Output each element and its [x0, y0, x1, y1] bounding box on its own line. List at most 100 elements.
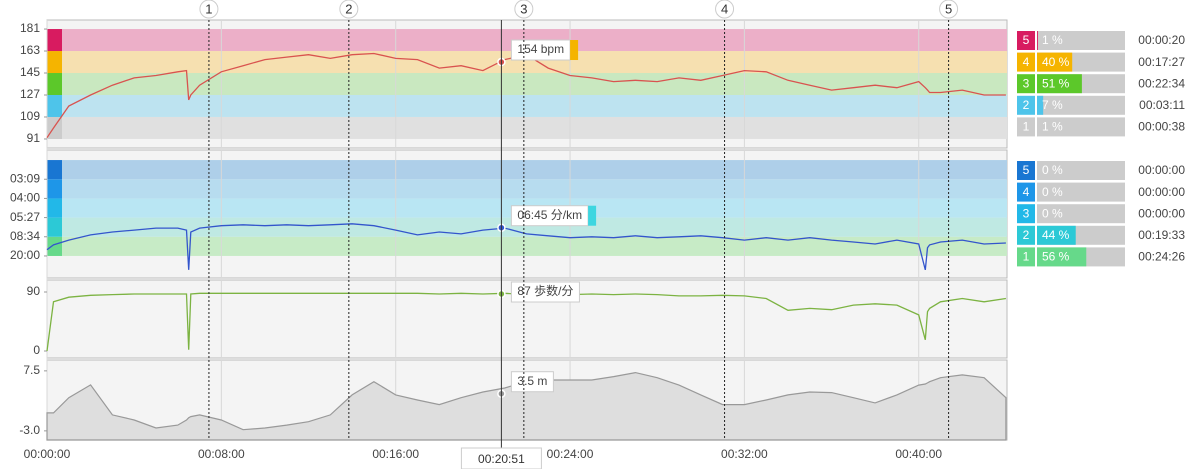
- zone-band: [47, 236, 1007, 256]
- y-tick-label: 08:34: [10, 229, 40, 243]
- x-tick-label: 00:32:00: [721, 447, 768, 461]
- zone-number: 3: [1023, 206, 1030, 220]
- zone-number: 2: [1023, 98, 1030, 112]
- zone-marker: [47, 236, 62, 256]
- zone-percent: 1 %: [1042, 33, 1063, 47]
- zone-percent-box: [1037, 204, 1125, 224]
- zone-number: 3: [1023, 76, 1030, 90]
- zone-percent: 0 %: [1042, 206, 1063, 220]
- cursor-value-label: 154 bpm: [517, 42, 564, 56]
- zone-percent: 0 %: [1042, 185, 1063, 199]
- zone-percent-box: [1037, 117, 1125, 137]
- zone-percent: 51 %: [1042, 76, 1070, 90]
- zone-time: 00:17:27: [1138, 55, 1185, 69]
- zone-percent-box: [1037, 31, 1125, 50]
- zone-time: 00:22:34: [1138, 76, 1185, 90]
- lap-number: 1: [205, 1, 212, 16]
- zone-marker: [47, 116, 62, 139]
- cursor-time-box: [460, 447, 542, 469]
- lap-marker: [715, 0, 735, 19]
- cursor-value-tag: [588, 205, 597, 226]
- y-tick-label: 145: [20, 65, 40, 79]
- y-tick-label: 7.5: [23, 363, 40, 377]
- zone-number-box: [1017, 161, 1035, 180]
- zone-percent: 7 %: [1042, 98, 1063, 112]
- zone-time: 00:03:11: [1139, 98, 1185, 112]
- zone-marker: [47, 198, 62, 218]
- x-tick-label: 00:16:00: [372, 447, 419, 461]
- zone-number-box: [1017, 204, 1035, 224]
- zone-number-box: [1017, 117, 1035, 137]
- zone-percent-box: [1037, 182, 1125, 202]
- zone-number-box: [1017, 31, 1035, 50]
- zone-percent: 1 %: [1042, 120, 1063, 134]
- cursor-value-tag: [570, 40, 579, 61]
- x-tick-label: 00:40:00: [895, 447, 942, 461]
- zone-number: 5: [1023, 33, 1030, 47]
- y-tick-label: 181: [20, 21, 40, 35]
- zone-marker: [47, 179, 62, 199]
- zone-band: [47, 179, 1007, 199]
- zone-percent-bar: [1037, 31, 1038, 50]
- y-tick-label: -3.0: [19, 423, 40, 437]
- zone-percent-bar: [1037, 117, 1038, 137]
- zone-time: 00:19:33: [1138, 228, 1185, 242]
- line: [46, 223, 1006, 271]
- zone-band: [47, 94, 1007, 117]
- zone-time: 00:00:00: [1138, 163, 1185, 177]
- cursor-value-label: 06:45 分/km: [517, 208, 582, 222]
- cursor-value-label: 3.5 m: [517, 374, 547, 388]
- lap-number: 5: [945, 1, 952, 16]
- x-tick-label: 00:00:00: [24, 447, 71, 461]
- zone-marker: [47, 94, 62, 117]
- y-tick-label: 20:00: [10, 248, 40, 262]
- y-tick-label: 03:09: [10, 171, 40, 185]
- lap-marker: [339, 0, 359, 19]
- zone-number-box: [1017, 247, 1035, 267]
- zone-percent-box: [1037, 95, 1125, 115]
- y-tick-label: 127: [20, 87, 40, 101]
- y-tick-label: 0: [33, 343, 40, 357]
- y-tick-label: 109: [20, 109, 40, 123]
- zone-percent-bar: [1037, 74, 1082, 94]
- zone-marker: [47, 29, 62, 52]
- zone-number-box: [1017, 182, 1035, 202]
- zone-time: 00:24:26: [1138, 250, 1185, 264]
- zone-number-box: [1017, 225, 1035, 245]
- zone-marker: [47, 73, 62, 95]
- cursor-value-box: [510, 281, 580, 303]
- x-tick-label: 00:24:00: [547, 447, 594, 461]
- lap-number: 4: [721, 1, 728, 16]
- zone-percent-bar: [1037, 247, 1087, 267]
- lap-number: 2: [345, 1, 352, 16]
- cursor-time: 00:20:51: [478, 452, 525, 466]
- zone-number-box: [1017, 52, 1035, 72]
- zone-band: [47, 116, 1007, 139]
- zone-number: 1: [1023, 250, 1030, 264]
- zone-time: 00:00:00: [1138, 185, 1185, 199]
- zone-band: [47, 160, 1007, 180]
- zone-number-box: [1017, 95, 1035, 115]
- cursor-value-box: [510, 371, 554, 393]
- zone-marker: [47, 51, 62, 74]
- lap-marker: [199, 0, 219, 19]
- zone-marker: [47, 160, 62, 180]
- lap-marker: [939, 0, 959, 19]
- zone-number: 5: [1023, 163, 1030, 177]
- zone-percent: 56 %: [1042, 250, 1070, 264]
- y-tick-label: 90: [27, 284, 41, 298]
- zone-time: 00:00:38: [1138, 120, 1185, 134]
- zone-percent: 40 %: [1042, 55, 1070, 69]
- zone-time: 00:00:20: [1138, 33, 1185, 47]
- zone-number: 1: [1023, 120, 1030, 134]
- cursor-value-label: 87 歩数/分: [517, 283, 573, 298]
- zone-percent: 44 %: [1042, 228, 1070, 242]
- y-tick-label: 05:27: [10, 210, 40, 224]
- zone-percent-bar: [1037, 95, 1044, 115]
- zone-number: 2: [1023, 228, 1030, 242]
- zone-time: 00:00:00: [1138, 206, 1185, 220]
- zone-percent-bar: [1037, 225, 1076, 245]
- zone-number: 4: [1023, 55, 1030, 69]
